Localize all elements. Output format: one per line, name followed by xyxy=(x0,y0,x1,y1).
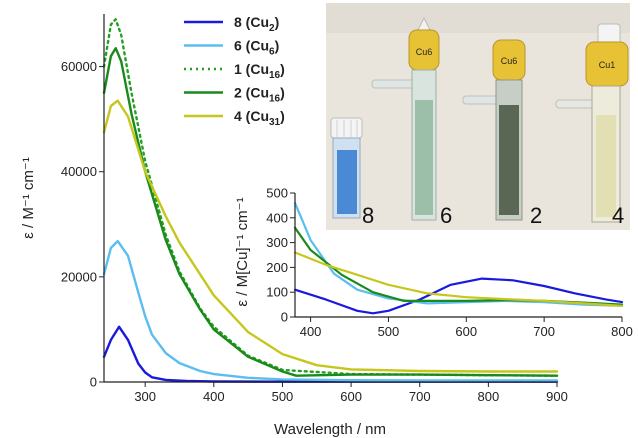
inset-x-tick-label-2: 600 xyxy=(455,324,477,339)
main-y-tick-label-0: 0 xyxy=(90,375,97,390)
vial-8-solution xyxy=(337,150,357,214)
inset-y-tick-label-3: 300 xyxy=(266,235,288,250)
vial-6-solution xyxy=(415,100,433,215)
main-x-axis-title: Wavelength / nm xyxy=(274,421,386,438)
main-x-tick-label-1: 400 xyxy=(203,389,225,404)
vial-label-2: 2 xyxy=(530,203,542,228)
legend: 8 (Cu2) 6 (Cu6) 1 (Cu16) 2 (Cu16) 4 (Cu31) xyxy=(184,14,285,128)
vial-label-4: 4 xyxy=(612,203,624,228)
main-y-tick-label-3: 60000 xyxy=(61,59,97,74)
photo-wall-shade xyxy=(326,3,630,33)
main-y-axis-title: ε / M⁻¹ cm⁻¹ xyxy=(20,157,37,239)
main-ticks: 300 400 500 600 700 800 900 0 20000 40000 60000 xyxy=(61,59,568,404)
inset-x-tick-label-4: 800 xyxy=(611,324,633,339)
vial-4-cap-text: Cu1 xyxy=(599,60,616,70)
main-y-tick-label-1: 20000 xyxy=(61,269,97,284)
inset-y-tick-label-4: 400 xyxy=(266,210,288,225)
inset-x-tick-label-3: 700 xyxy=(533,324,555,339)
inset-series-line-3 xyxy=(293,251,624,307)
vial-6-sidearm xyxy=(371,79,418,89)
inset-y-tick-label-2: 200 xyxy=(266,260,288,275)
inset-ticks: 400 500 600 700 800 0 100 200 300 400 500 xyxy=(266,186,633,340)
main-chart: 300 400 500 600 700 800 900 0 20000 40000 60000 Wa… xyxy=(20,14,568,438)
legend-label-0: 8 (Cu2) xyxy=(234,14,279,34)
main-x-tick-label-4: 700 xyxy=(409,389,431,404)
main-x-tick-label-6: 900 xyxy=(546,389,568,404)
vial-6-cap-text: Cu6 xyxy=(416,47,433,57)
vial-2-cap-text: Cu6 xyxy=(501,56,518,66)
inset-y-tick-label-5: 500 xyxy=(266,186,288,201)
inset-x-tick-label-1: 500 xyxy=(378,324,400,339)
main-y-tick-label-2: 40000 xyxy=(61,164,97,179)
vial-2: Cu6 xyxy=(462,39,526,221)
vial-6: Cu6 xyxy=(371,16,440,221)
main-series-line-4 xyxy=(102,99,559,373)
main-x-tick-label-2: 500 xyxy=(272,389,294,404)
legend-label-1: 6 (Cu6) xyxy=(234,38,279,58)
main-series-line-3 xyxy=(102,47,559,377)
vial-2-solution xyxy=(499,105,519,215)
main-axes xyxy=(103,14,557,383)
legend-label-3: 2 (Cu16) xyxy=(234,85,285,105)
legend-label-2: 1 (Cu16) xyxy=(234,61,285,81)
vial-label-8: 8 xyxy=(362,203,374,228)
vial-2-sidearm xyxy=(462,95,499,105)
vial-photograph: Cu6 Cu6 Cu1 8 6 2 4 xyxy=(326,3,630,230)
inset-y-tick-label-1: 100 xyxy=(266,285,288,300)
vial-8 xyxy=(330,117,363,219)
vial-label-6: 6 xyxy=(440,203,452,228)
main-x-tick-label-5: 800 xyxy=(478,389,500,404)
legend-label-4: 4 (Cu31) xyxy=(234,108,285,128)
inset-series-line-0 xyxy=(293,277,624,315)
vial-4: Cu1 xyxy=(555,23,629,223)
inset-x-tick-label-0: 400 xyxy=(300,324,322,339)
vial-4-solution xyxy=(596,115,616,217)
main-series-line-1 xyxy=(102,239,559,382)
main-x-tick-label-0: 300 xyxy=(134,389,156,404)
inset-chart: 400 500 600 700 800 0 100 200 300 400 500 ε / M[Cu… xyxy=(234,186,633,340)
inset-series-layer xyxy=(293,201,624,315)
inset-y-tick-label-0: 0 xyxy=(281,310,288,325)
main-x-tick-label-3: 600 xyxy=(340,389,362,404)
inset-y-axis-title: ε / M[Cu]⁻¹ cm⁻¹ xyxy=(234,197,251,306)
vial-4-sidearm xyxy=(555,99,595,109)
photo-background xyxy=(326,3,630,230)
